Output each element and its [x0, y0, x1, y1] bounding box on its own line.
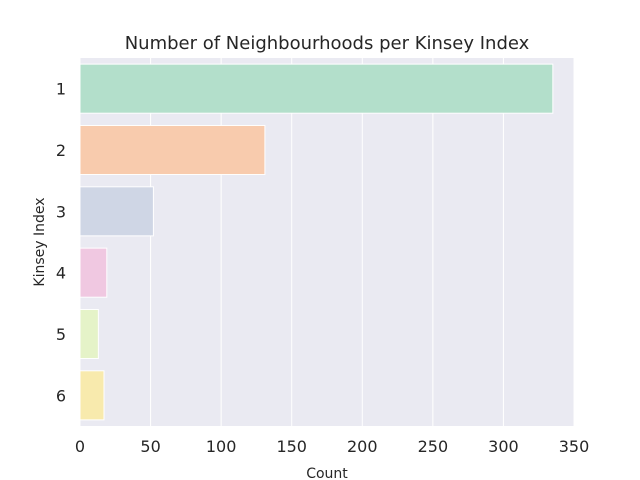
x-tick-label: 150	[276, 437, 307, 456]
bar-kinsey-1	[79, 63, 554, 114]
x-tick-label: 300	[488, 437, 519, 456]
y-tick-label: 5	[56, 325, 66, 344]
y-tick-label: 2	[56, 141, 66, 160]
bar-kinsey-3	[79, 186, 154, 237]
y-axis-title: Kinsey Index	[32, 197, 48, 286]
y-tick-labels: 1 2 3 4 5 6	[56, 80, 66, 406]
y-tick-label: 3	[56, 202, 66, 221]
y-tick-label: 6	[56, 386, 66, 405]
x-tick-label: 100	[206, 437, 237, 456]
x-tick-label: 250	[418, 437, 449, 456]
chart-title: Number of Neighbourhoods per Kinsey Inde…	[125, 33, 530, 54]
bar-kinsey-2	[79, 124, 266, 176]
y-tick-label: 1	[56, 80, 66, 99]
x-tick-label: 200	[347, 437, 378, 456]
x-tick-label: 350	[559, 437, 590, 456]
x-tick-label: 50	[140, 437, 160, 456]
bar-kinsey-5	[79, 308, 99, 360]
x-tick-labels: 0 50 100 150 200 250 300 350	[75, 437, 589, 456]
y-tick-label: 4	[56, 264, 66, 283]
bar-kinsey-4	[79, 247, 108, 298]
x-axis-title: Count	[306, 466, 348, 480]
grid-lines	[79, 58, 575, 426]
plot-background	[80, 58, 574, 426]
bar-kinsey-6	[79, 370, 105, 421]
x-tick-label: 0	[75, 437, 85, 456]
bars	[79, 63, 554, 421]
